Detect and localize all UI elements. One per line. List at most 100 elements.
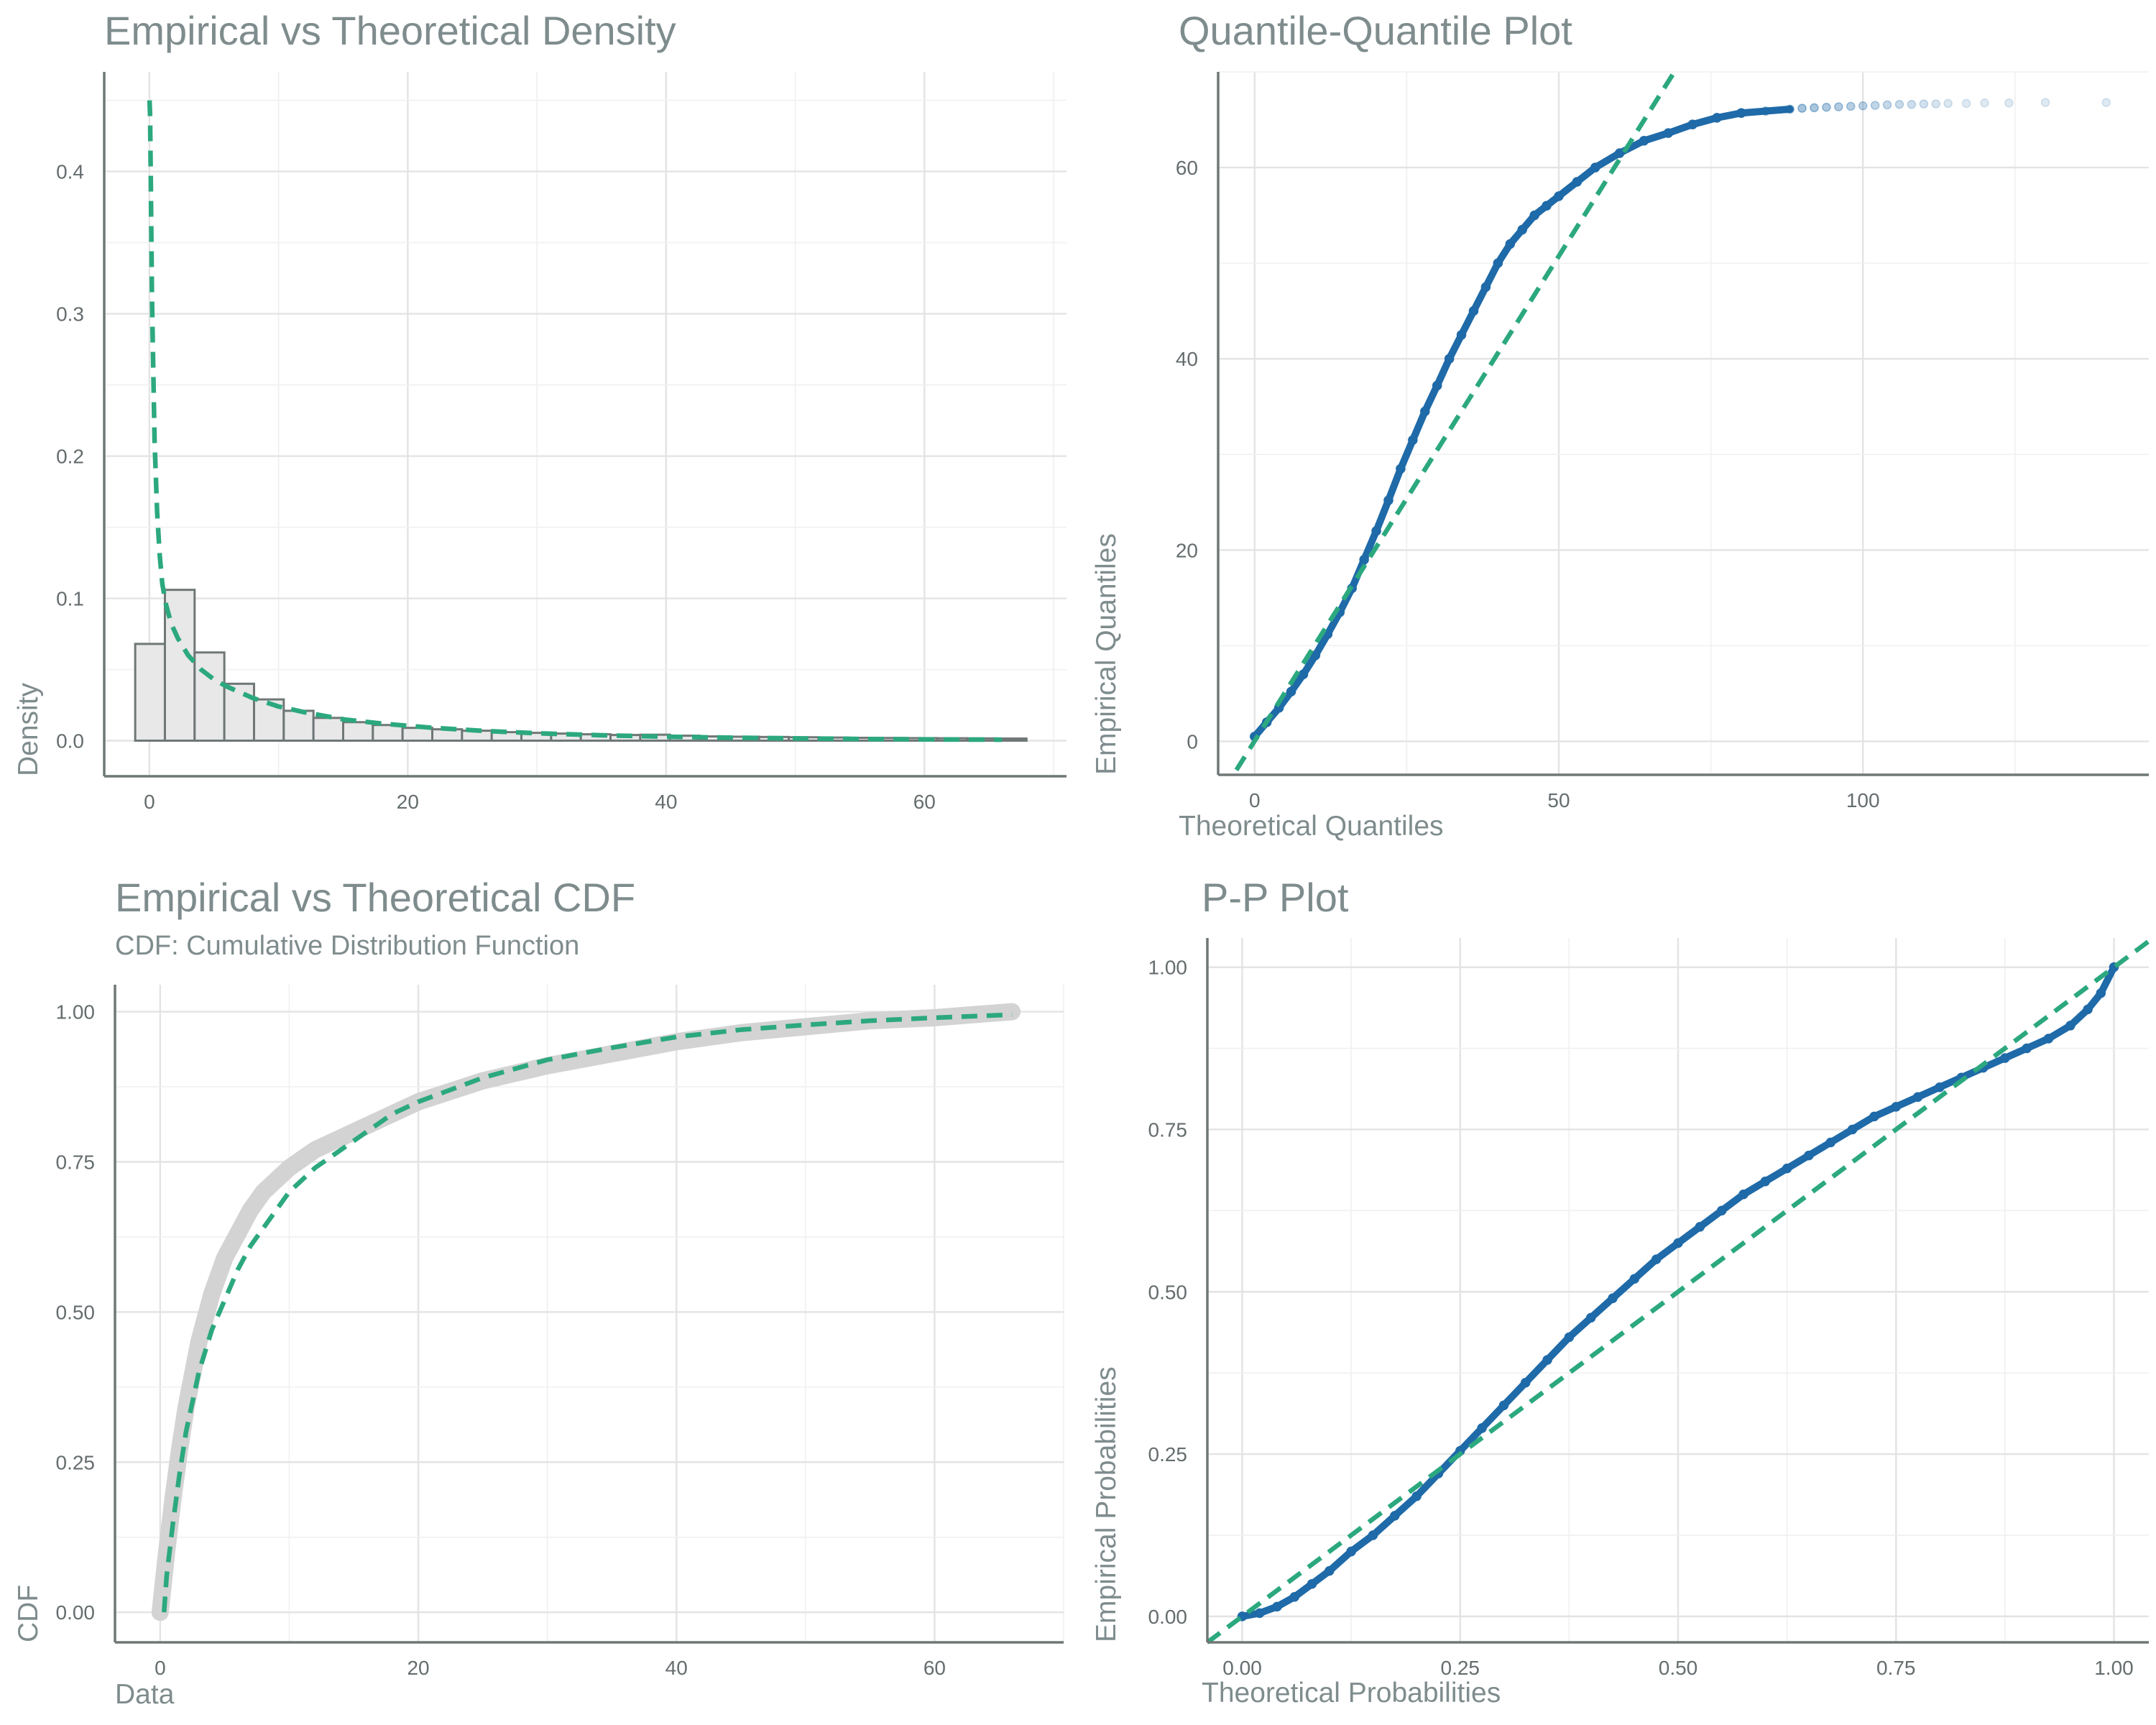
x-tick-label: 0.25 — [1441, 1657, 1480, 1679]
y-tick-label: 0.50 — [56, 1301, 96, 1323]
histogram-bar — [401, 727, 434, 742]
y-tick-label: 0.1 — [56, 588, 84, 610]
x-tick-label: 40 — [655, 791, 677, 813]
empirical-point — [2040, 98, 2050, 107]
y-axis-label: Empirical Probabilities — [1091, 1366, 1122, 1642]
empirical-point — [1804, 1150, 1814, 1161]
x-tick-label: 0 — [1249, 789, 1261, 811]
y-tick-label: 0 — [1187, 730, 1198, 753]
empirical-point — [2101, 98, 2111, 107]
empirical-point — [1919, 99, 1929, 109]
y-tick-label: 1.00 — [1148, 957, 1188, 979]
x-axis-label: Theoretical Quantiles — [1179, 811, 1444, 842]
empirical-point — [1520, 1377, 1531, 1388]
empirical-point — [1869, 1111, 1879, 1122]
empirical-point — [1255, 1608, 1265, 1619]
empirical-point — [1870, 101, 1880, 110]
chart-title: Empirical vs Theoretical CDF — [115, 875, 635, 920]
empirical-point — [1411, 1491, 1422, 1501]
histogram-bar — [342, 721, 374, 742]
chart-panel-1: 0 20 40 60 0.0 0.1 0.2 0.3 0.4 Empirical vs Theor… — [13, 8, 1067, 813]
empirical-point — [1761, 106, 1771, 116]
empirical-point — [2004, 98, 2014, 108]
x-tick-label: 40 — [665, 1657, 688, 1679]
y-tick-label: 0.00 — [56, 1601, 96, 1624]
empirical-point — [1980, 98, 1989, 108]
empirical-point — [1882, 100, 1892, 110]
y-axis-label: Empirical Quantiles — [1091, 533, 1122, 775]
empirical-point — [1687, 119, 1697, 129]
reference-line — [1234, 70, 1677, 772]
empirical-point — [1390, 1511, 1400, 1521]
y-tick-label: 60 — [1176, 157, 1198, 179]
y-tick-label: 0.3 — [56, 303, 84, 326]
x-tick-label: 20 — [397, 791, 419, 813]
grid — [1218, 71, 2149, 775]
empirical-point — [1505, 239, 1516, 249]
histogram — [134, 589, 1028, 742]
empirical-point — [1810, 103, 1819, 113]
y-tick-label: 40 — [1176, 348, 1198, 370]
empirical-point — [1847, 1124, 1858, 1135]
empirical-point — [1608, 1293, 1618, 1304]
chart-panel-3: 0 20 40 60 0.00 0.25 0.50 0.75 1.00 Empirical vs … — [13, 875, 1064, 1710]
empirical-point — [1572, 177, 1583, 187]
empirical-point — [1493, 258, 1503, 268]
empirical-point — [1912, 1092, 1923, 1103]
x-tick-label: 60 — [913, 791, 936, 813]
x-tick-label: 100 — [1846, 789, 1880, 811]
grid — [115, 985, 1064, 1642]
empirical-point — [2022, 1043, 2032, 1054]
empirical-point — [1408, 435, 1418, 446]
x-tick-label: 0.75 — [1876, 1657, 1916, 1679]
empirical-point — [1585, 1312, 1596, 1323]
x-tick-label: 0 — [144, 791, 155, 813]
empirical-point — [1825, 1137, 1836, 1148]
y-axis-label: CDF — [13, 1585, 44, 1642]
x-tick-label: 0 — [155, 1657, 166, 1679]
empirical-point — [1456, 330, 1467, 340]
empirical-point — [2083, 1004, 2093, 1015]
empirical-point — [1663, 128, 1674, 138]
x-tick-label: 60 — [923, 1657, 946, 1679]
empirical-point — [1712, 113, 1722, 123]
empirical-point — [1797, 104, 1807, 113]
empirical-point — [1396, 464, 1406, 474]
empirical-point — [1383, 495, 1393, 505]
histogram-bar — [134, 643, 166, 742]
empirical-quantile-trail — [1250, 105, 1794, 740]
empirical-point — [1371, 525, 1381, 536]
empirical-point — [1307, 1578, 1317, 1589]
chart-panel-4: 0.00 0.25 0.50 0.75 1.00 0.00 0.25 0.50 0.75 1.00… — [1091, 875, 2150, 1708]
empirical-point — [1346, 1546, 1356, 1557]
empirical-point — [1529, 210, 1539, 221]
theoretical-curve — [147, 100, 1003, 742]
empirical-point — [1477, 1423, 1487, 1433]
empirical-point — [1517, 224, 1527, 235]
y-tick-label: 0.00 — [1148, 1606, 1188, 1628]
empirical-point — [2000, 1053, 2010, 1063]
histogram-bar — [223, 682, 255, 742]
empirical-point — [1564, 1332, 1575, 1343]
y-tick-label: 0.25 — [56, 1451, 96, 1473]
empirical-point — [1943, 98, 1953, 109]
empirical-point — [1468, 305, 1479, 316]
empirical-point — [1639, 136, 1649, 146]
empirical-point — [1289, 1592, 1300, 1602]
empirical-point — [1480, 282, 1491, 293]
theoretical-curve — [162, 1012, 1013, 1613]
empirical-point — [2096, 988, 2106, 998]
empirical-point — [1310, 650, 1321, 661]
y-tick-label: 1.00 — [56, 1001, 96, 1024]
y-tick-label: 0.4 — [56, 161, 84, 183]
y-axis-label: Density — [13, 682, 44, 776]
empirical-point — [1782, 1163, 1792, 1174]
empirical-point — [2065, 1021, 2076, 1031]
empirical-point — [1325, 1565, 1335, 1576]
empirical-point — [1542, 1355, 1552, 1365]
reference-line — [1206, 939, 2150, 1644]
empirical-point — [1931, 99, 1941, 109]
empirical-point — [1298, 669, 1309, 680]
y-tick-label: 20 — [1176, 539, 1198, 561]
empirical-point — [1444, 354, 1455, 364]
